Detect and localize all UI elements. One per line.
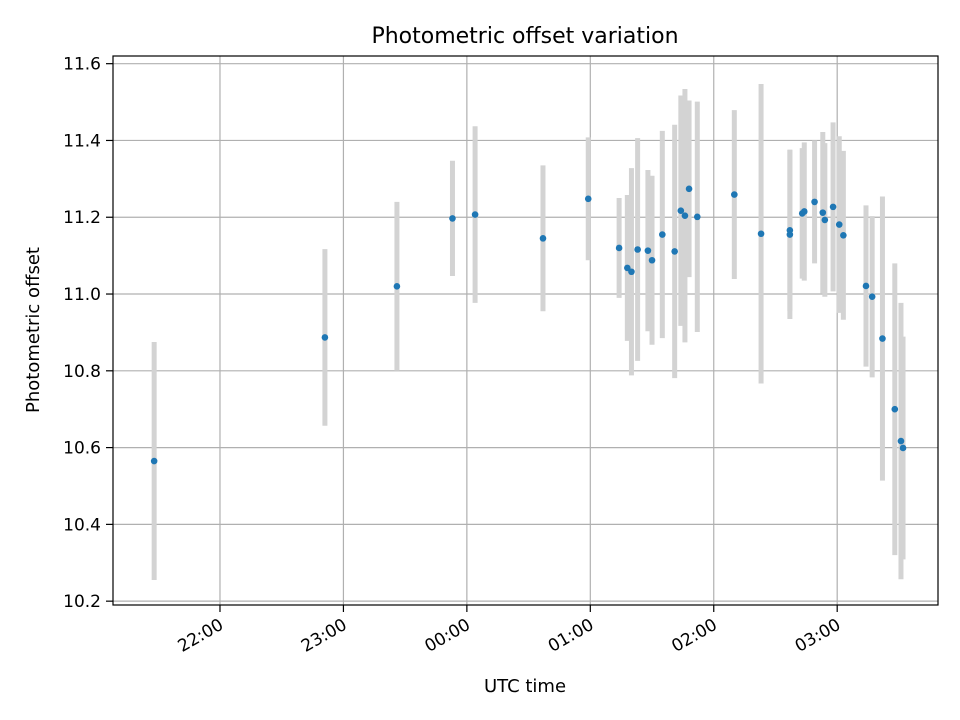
data-point <box>648 256 656 264</box>
x-axis-label: UTC time <box>484 676 566 697</box>
data-point <box>786 231 794 238</box>
data-point <box>644 247 652 254</box>
y-tick-label: 11.0 <box>63 285 101 305</box>
data-point <box>899 444 907 452</box>
data-point <box>681 212 689 220</box>
data-point <box>840 231 847 239</box>
data-point <box>821 216 829 224</box>
y-tick-label: 10.6 <box>63 439 101 459</box>
data-point <box>879 335 886 342</box>
plot-frame <box>112 55 939 606</box>
data-point <box>628 268 635 276</box>
data-point <box>634 246 641 253</box>
data-point <box>811 198 818 206</box>
y-axis-label: Photometric offset <box>23 247 44 413</box>
data-point <box>449 215 456 222</box>
data-point <box>800 208 808 215</box>
data-point <box>891 405 899 413</box>
data-point <box>471 211 479 218</box>
data-point <box>150 457 158 465</box>
data-point <box>539 235 547 242</box>
y-axis-ticks: 10.2 10.4 10.6 10.8 11.0 11.2 11.4 11.6 <box>63 55 113 612</box>
data-point <box>671 248 678 255</box>
data-point <box>868 293 876 301</box>
data-point <box>731 191 738 198</box>
data-point <box>897 437 905 445</box>
data-point <box>321 334 329 341</box>
data-point <box>685 185 693 193</box>
data-point <box>862 282 870 290</box>
data-point <box>693 213 701 221</box>
data-point <box>615 244 623 252</box>
data-point <box>393 283 401 290</box>
data-points <box>150 185 907 465</box>
y-tick-label: 10.2 <box>63 592 101 612</box>
data-point <box>835 221 843 228</box>
y-tick-label: 10.4 <box>63 515 101 535</box>
data-point <box>819 209 827 216</box>
chart-title: Photometric offset variation <box>371 24 678 49</box>
data-point <box>757 230 765 238</box>
data-point <box>677 207 685 215</box>
y-tick-label: 11.4 <box>63 131 101 151</box>
data-point <box>829 203 837 211</box>
y-tick-label: 10.8 <box>63 362 101 382</box>
data-point <box>659 231 666 238</box>
y-tick-label: 11.2 <box>63 208 101 228</box>
data-point <box>584 195 592 203</box>
y-tick-label: 11.6 <box>63 55 101 75</box>
